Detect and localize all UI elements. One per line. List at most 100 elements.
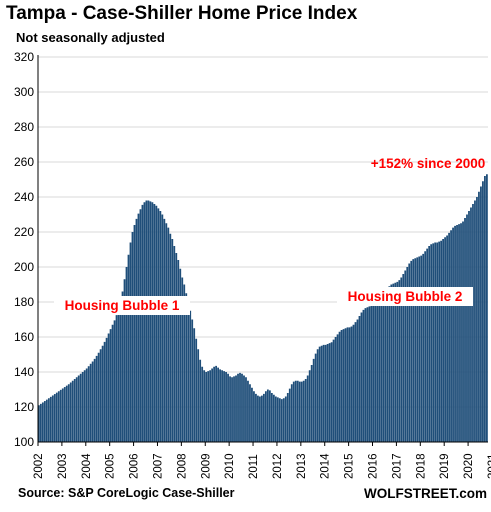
- y-tick-label: 200: [14, 260, 34, 274]
- bar: [374, 304, 377, 443]
- bar: [408, 263, 411, 442]
- bar: [85, 368, 88, 442]
- y-tick-label: 100: [14, 435, 34, 449]
- annotation-label: +152% since 2000: [371, 156, 485, 171]
- y-tick-label: 220: [14, 225, 34, 239]
- bar: [177, 260, 180, 442]
- bar: [328, 343, 331, 443]
- bar: [151, 202, 154, 442]
- bar: [167, 227, 170, 442]
- bar: [227, 373, 229, 442]
- bar: [430, 244, 433, 442]
- bar: [334, 337, 337, 442]
- bar: [155, 205, 158, 442]
- bar: [472, 204, 474, 442]
- y-tick-label: 280: [14, 120, 34, 134]
- bar: [480, 186, 482, 442]
- bar: [288, 388, 291, 443]
- bar: [342, 329, 345, 443]
- bar: [296, 380, 299, 442]
- bar: [95, 355, 98, 442]
- bar: [292, 381, 295, 443]
- bar: [284, 396, 287, 442]
- bar: [280, 399, 283, 443]
- x-tick-label: 2016: [368, 453, 380, 479]
- bar: [484, 176, 486, 442]
- bar: [312, 358, 315, 443]
- bar: [392, 283, 395, 443]
- bar: [171, 239, 174, 442]
- bar: [205, 372, 208, 442]
- bar: [340, 330, 343, 442]
- bar: [336, 334, 339, 443]
- bar: [243, 375, 245, 442]
- bar: [199, 359, 202, 442]
- bar: [71, 380, 74, 442]
- bar: [77, 375, 80, 442]
- bar: [187, 302, 190, 442]
- bar: [223, 371, 225, 443]
- bar: [440, 240, 442, 442]
- bar: [141, 204, 144, 442]
- bar: [235, 375, 237, 442]
- bar: [330, 342, 333, 442]
- bar: [366, 307, 369, 442]
- bar: [322, 344, 325, 443]
- bar: [41, 402, 44, 442]
- bar: [241, 373, 243, 442]
- bar: [159, 211, 162, 442]
- x-tick-label: 2006: [129, 453, 141, 479]
- x-tick-label: 2013: [296, 453, 308, 479]
- bar: [464, 218, 466, 442]
- bar: [135, 218, 138, 442]
- bar: [364, 308, 367, 443]
- bar: [257, 395, 259, 443]
- bar: [107, 333, 110, 442]
- bar: [478, 191, 480, 442]
- bar: [113, 320, 116, 443]
- bar: [219, 369, 221, 443]
- bar: [39, 403, 42, 442]
- bar: [458, 224, 460, 443]
- bar: [264, 391, 267, 442]
- bar: [209, 370, 212, 442]
- bar: [282, 398, 285, 442]
- bar: [310, 365, 313, 442]
- bar: [446, 235, 448, 442]
- x-tick-label: 2010: [224, 453, 236, 479]
- chart-subtitle: Not seasonally adjusted: [16, 30, 165, 45]
- bar: [181, 277, 184, 442]
- bar: [268, 390, 271, 443]
- bar: [406, 267, 409, 442]
- x-tick-label: 2003: [57, 453, 69, 479]
- bar: [474, 200, 476, 442]
- bar: [352, 324, 355, 442]
- bar: [394, 282, 397, 442]
- bar: [253, 391, 255, 442]
- bar: [217, 367, 219, 443]
- bar: [452, 227, 454, 442]
- bar: [316, 349, 319, 442]
- bar: [231, 377, 233, 442]
- bar: [266, 389, 269, 442]
- bar: [111, 324, 114, 442]
- annotation-label: Housing Bubble 1: [65, 298, 180, 313]
- bar: [398, 280, 401, 443]
- bar: [442, 239, 444, 442]
- bar: [362, 309, 365, 443]
- bar: [388, 286, 391, 442]
- bar: [422, 253, 425, 443]
- bar: [382, 295, 385, 443]
- bar: [428, 246, 431, 442]
- bar: [213, 366, 216, 442]
- bar: [61, 388, 64, 442]
- bar: [65, 385, 68, 442]
- bar: [259, 396, 261, 442]
- bar: [298, 381, 301, 443]
- bar: [386, 288, 389, 443]
- bar: [115, 315, 118, 443]
- x-tick-label: 2018: [415, 453, 427, 479]
- bar: [356, 319, 359, 442]
- bar: [225, 372, 227, 442]
- bar: [75, 377, 78, 442]
